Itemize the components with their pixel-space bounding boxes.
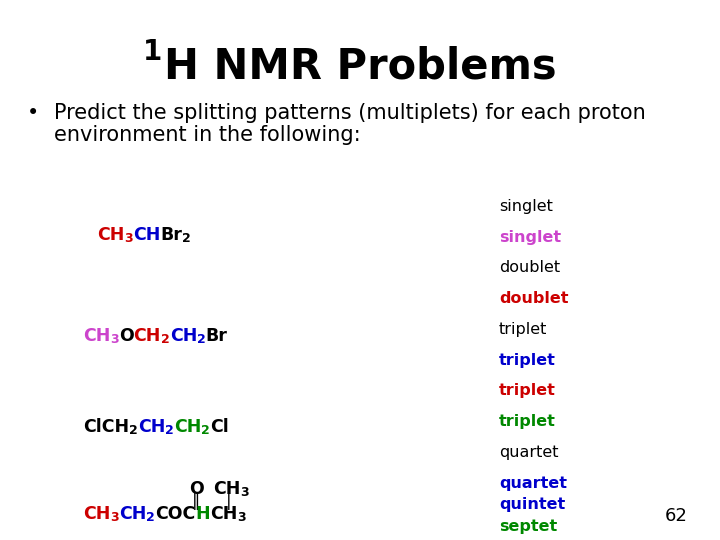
Text: 3: 3: [110, 511, 119, 524]
Text: 2: 2: [161, 333, 170, 346]
Text: 2: 2: [165, 423, 174, 437]
Text: O: O: [119, 327, 133, 345]
Text: singlet: singlet: [499, 230, 561, 245]
Text: CH: CH: [119, 505, 146, 523]
Text: CH: CH: [170, 327, 197, 345]
Text: triplet: triplet: [499, 322, 547, 337]
Text: CH: CH: [138, 417, 165, 436]
Text: 3: 3: [237, 511, 246, 524]
Text: doublet: doublet: [499, 260, 560, 275]
Text: quartet: quartet: [499, 445, 559, 460]
Text: 2: 2: [197, 333, 206, 346]
Text: quintet: quintet: [499, 497, 565, 512]
Text: 2: 2: [129, 423, 138, 437]
Text: triplet: triplet: [499, 414, 556, 429]
Text: CH: CH: [133, 327, 161, 345]
Text: H NMR Problems: H NMR Problems: [163, 46, 557, 88]
Text: ‖: ‖: [192, 491, 200, 510]
Text: quartet: quartet: [499, 476, 567, 491]
Text: CH: CH: [210, 505, 237, 523]
Text: environment in the following:: environment in the following:: [54, 125, 361, 145]
Text: Br: Br: [206, 327, 228, 345]
Text: Predict the splitting patterns (multiplets) for each proton: Predict the splitting patterns (multiple…: [54, 103, 646, 123]
Text: triplet: triplet: [499, 383, 556, 399]
Text: triplet: triplet: [499, 353, 556, 368]
Text: CH: CH: [213, 480, 240, 498]
Text: 1: 1: [143, 38, 162, 66]
Text: CH: CH: [97, 226, 125, 244]
Text: CH: CH: [83, 327, 110, 345]
Text: Br: Br: [161, 226, 182, 244]
Text: |: |: [226, 491, 232, 510]
Text: singlet: singlet: [499, 199, 553, 213]
Text: CH: CH: [133, 226, 161, 244]
Text: O: O: [189, 480, 203, 498]
Text: 2: 2: [182, 232, 192, 245]
Text: •: •: [27, 103, 40, 123]
Text: CH: CH: [83, 505, 110, 523]
Text: COC: COC: [155, 505, 195, 523]
Text: Cl: Cl: [210, 417, 229, 436]
Text: 2: 2: [201, 423, 210, 437]
Text: ClCH: ClCH: [83, 417, 129, 436]
Text: 3: 3: [110, 333, 119, 346]
Text: doublet: doublet: [499, 291, 569, 306]
Text: H: H: [195, 505, 210, 523]
Text: 3: 3: [125, 232, 133, 245]
Text: 62: 62: [665, 507, 688, 525]
Text: septet: septet: [499, 519, 557, 534]
Text: CH: CH: [174, 417, 201, 436]
Text: 3: 3: [240, 485, 249, 499]
Text: 2: 2: [146, 511, 155, 524]
